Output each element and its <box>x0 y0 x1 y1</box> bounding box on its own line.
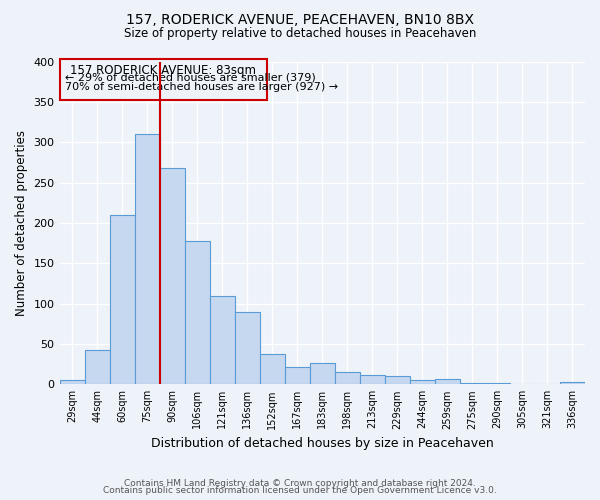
Text: Contains HM Land Registry data © Crown copyright and database right 2024.: Contains HM Land Registry data © Crown c… <box>124 478 476 488</box>
Bar <box>235 312 260 384</box>
Text: 157, RODERICK AVENUE, PEACEHAVEN, BN10 8BX: 157, RODERICK AVENUE, PEACEHAVEN, BN10 8… <box>126 12 474 26</box>
Bar <box>335 372 360 384</box>
Bar <box>160 168 185 384</box>
Bar <box>110 215 134 384</box>
Bar <box>460 382 485 384</box>
Text: 70% of semi-detached houses are larger (927) →: 70% of semi-detached houses are larger (… <box>65 82 338 92</box>
Bar <box>260 354 285 384</box>
Text: 157 RODERICK AVENUE: 83sqm: 157 RODERICK AVENUE: 83sqm <box>70 64 256 77</box>
Bar <box>285 366 310 384</box>
Text: Size of property relative to detached houses in Peacehaven: Size of property relative to detached ho… <box>124 28 476 40</box>
Bar <box>385 376 410 384</box>
X-axis label: Distribution of detached houses by size in Peacehaven: Distribution of detached houses by size … <box>151 437 494 450</box>
Bar <box>209 296 235 384</box>
Bar <box>185 240 209 384</box>
Bar <box>410 380 435 384</box>
Bar <box>360 374 385 384</box>
Y-axis label: Number of detached properties: Number of detached properties <box>15 130 28 316</box>
Bar <box>85 350 110 384</box>
Bar <box>560 382 585 384</box>
Bar <box>435 378 460 384</box>
Bar <box>134 134 160 384</box>
Bar <box>59 380 85 384</box>
FancyBboxPatch shape <box>59 59 267 100</box>
Text: Contains public sector information licensed under the Open Government Licence v3: Contains public sector information licen… <box>103 486 497 495</box>
Bar <box>310 364 335 384</box>
Text: ← 29% of detached houses are smaller (379): ← 29% of detached houses are smaller (37… <box>65 73 315 83</box>
